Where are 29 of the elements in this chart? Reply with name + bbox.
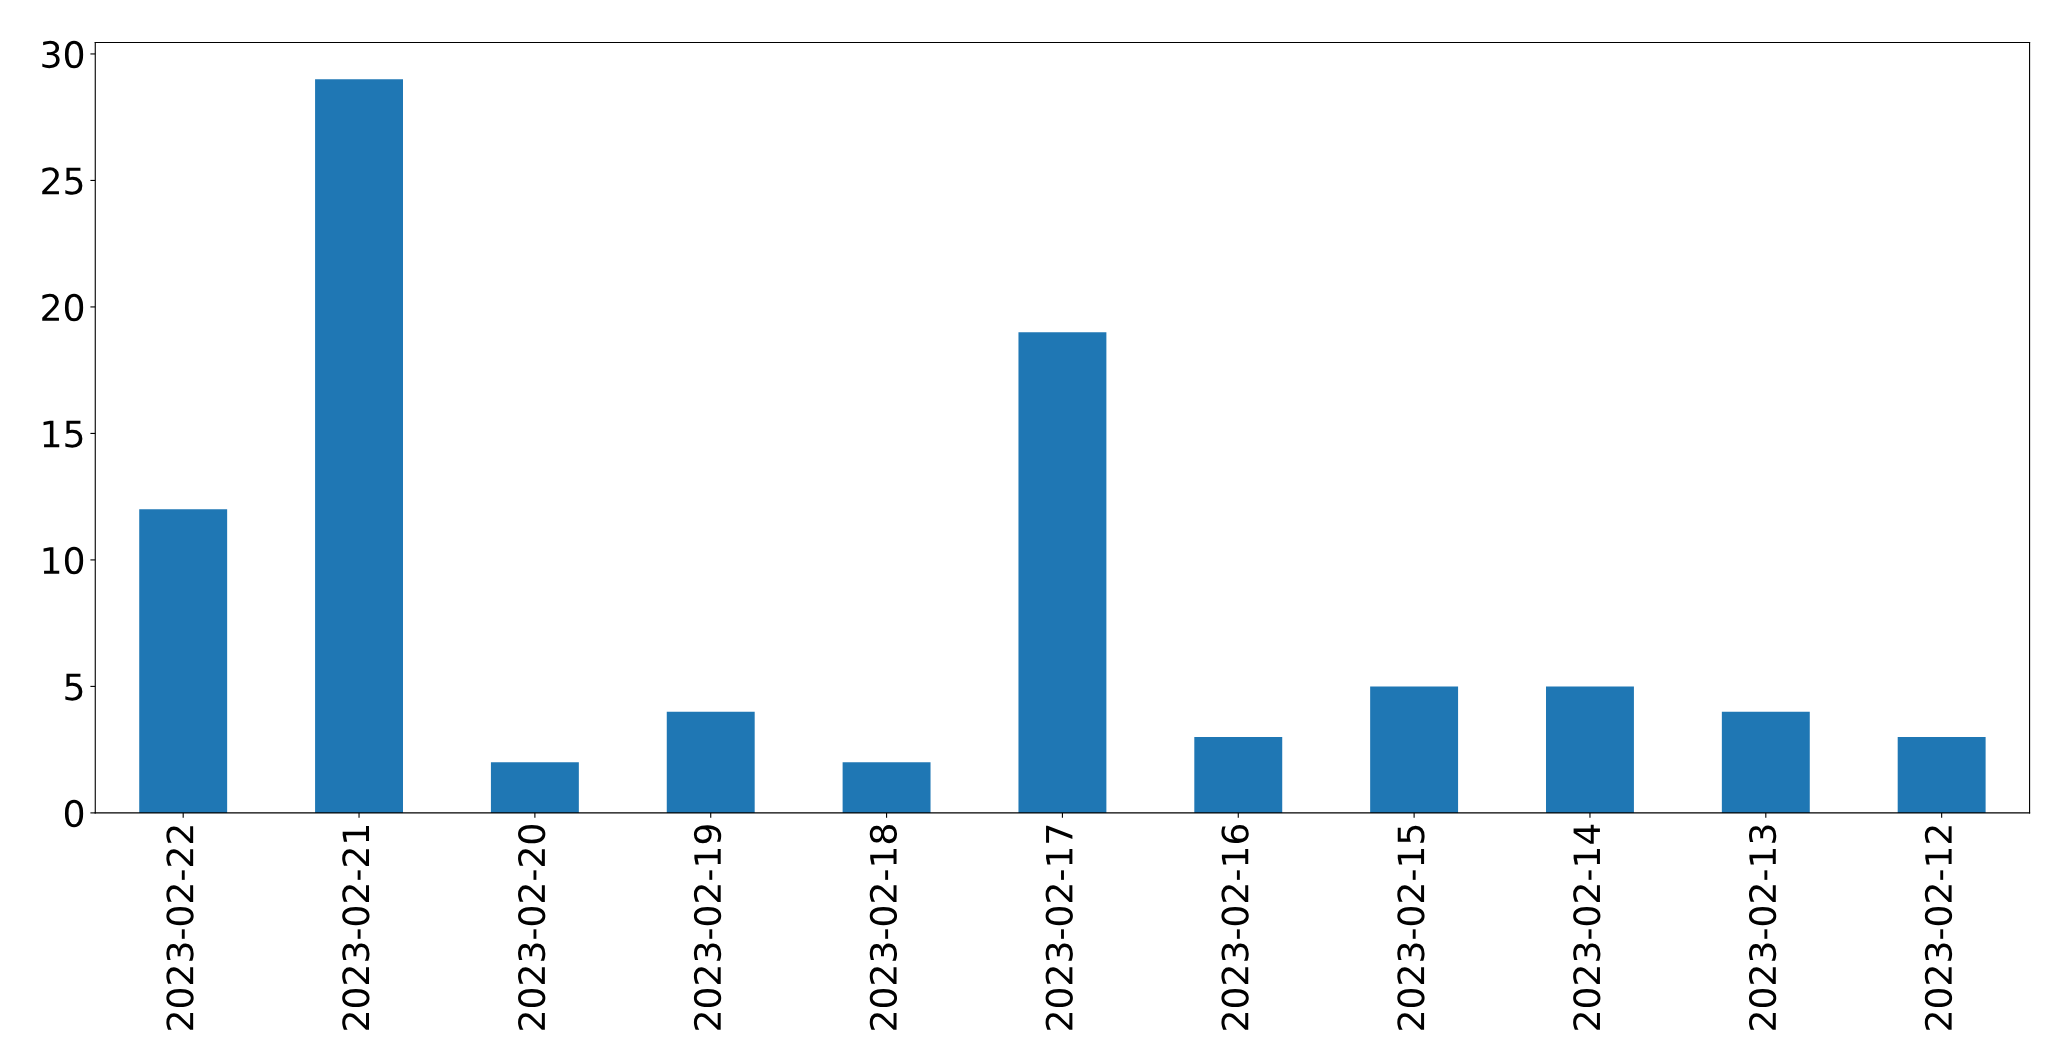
x-tick-label: 2023-02-20: [518, 825, 546, 1030]
y-tick-label: 15: [43, 420, 83, 448]
x-tick-label: 2023-02-16: [1221, 824, 1249, 1030]
x-tick-label: 2023-02-12: [1924, 826, 1953, 1030]
bar: [1897, 737, 1986, 813]
x-tick-label: 2023-02-18: [869, 825, 898, 1030]
x-tick-label: 2023-02-19: [693, 825, 722, 1030]
bar: [315, 79, 403, 813]
bar: [1194, 737, 1283, 813]
bar: [666, 711, 755, 813]
bar: [842, 762, 931, 813]
x-tick-label: 2023-02-22: [166, 826, 194, 1030]
x-tick-label: 2023-02-21: [342, 825, 370, 1030]
y-tick-label: 5: [65, 673, 83, 701]
x-tick-label: 2023-02-14: [1573, 824, 1601, 1030]
bar: [1546, 686, 1634, 813]
y-tick-label: 30: [42, 40, 84, 69]
bar: [1721, 711, 1810, 813]
x-tick-label: 2023-02-17: [1045, 825, 1073, 1030]
y-tick-label: 0: [64, 799, 84, 828]
x-tick-label: 2023-02-15: [1397, 825, 1425, 1030]
y-tick-label: 25: [42, 167, 83, 195]
bar: [1018, 332, 1107, 813]
x-tick-label: 2023-02-13: [1748, 825, 1777, 1030]
bar: [139, 509, 228, 813]
bar: [1370, 686, 1459, 813]
y-tick-label: 20: [42, 293, 84, 322]
y-tick-label: 10: [43, 546, 84, 575]
bar: [490, 762, 579, 813]
